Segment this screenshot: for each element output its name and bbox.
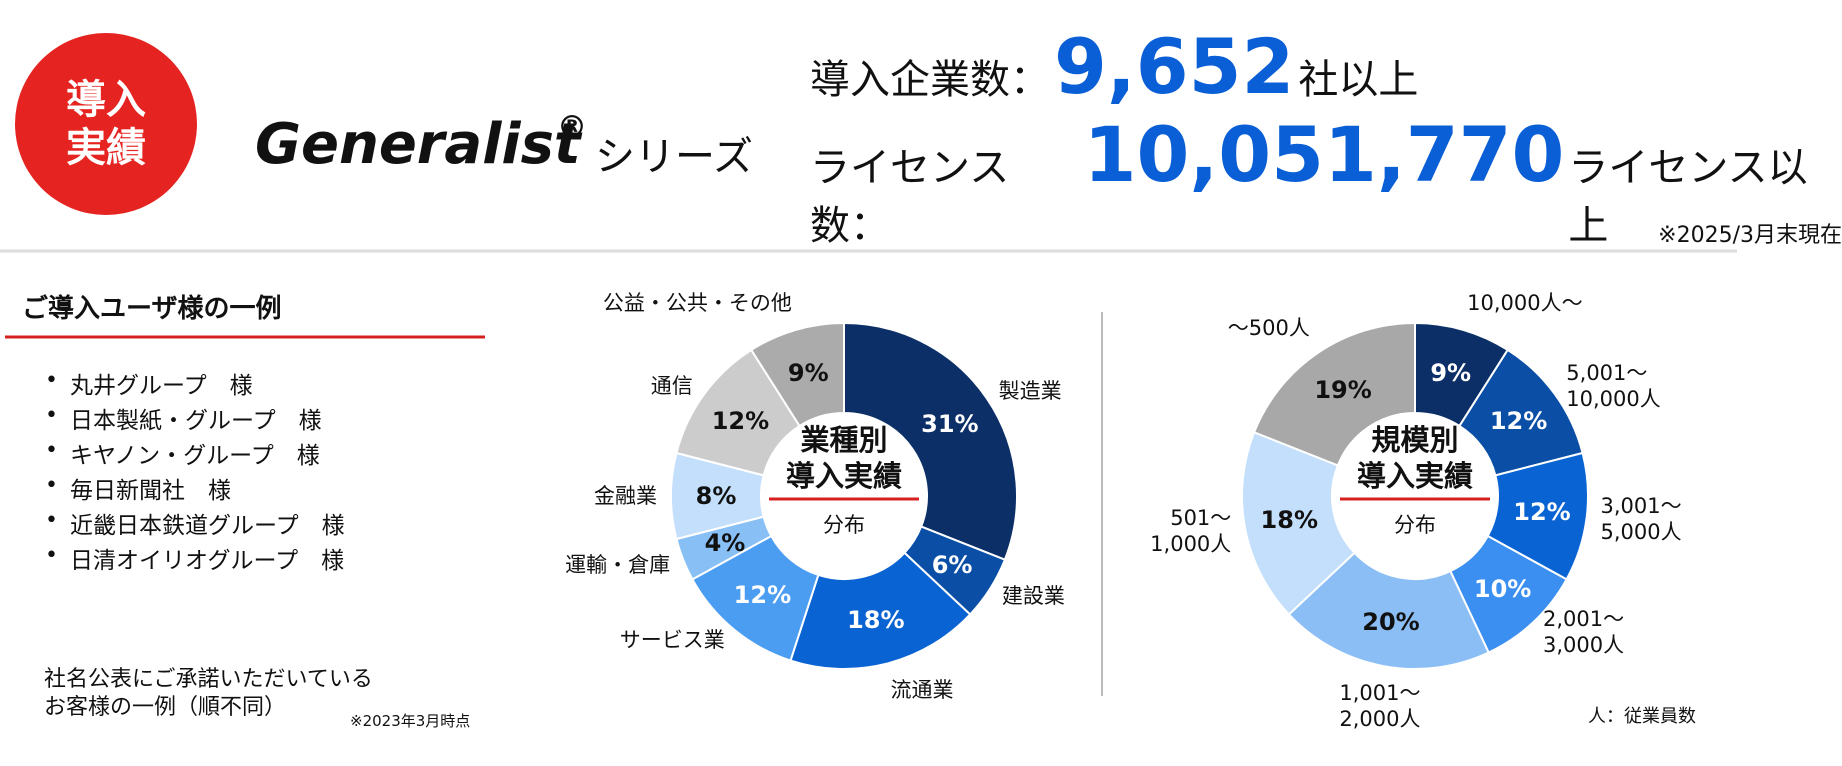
donut-title: 規模別 導入実績: [1356, 423, 1474, 493]
stat-value: 9,652: [1054, 22, 1295, 111]
badge: 導入 実績: [66, 77, 146, 171]
category-label: 金融業: [594, 484, 657, 508]
user-item: キヤノン・グループ 様: [70, 443, 320, 469]
value-label: 18%: [847, 605, 905, 634]
donut-slice: [1287, 551, 1490, 670]
stat-row: 導入企業数： 9,652 社以上: [810, 22, 1422, 111]
bullet: •: [45, 508, 58, 533]
as-of: ※2025/3月末現在: [1658, 223, 1842, 248]
value-label: 12%: [711, 406, 770, 435]
donut-hole: [762, 414, 926, 578]
category-label: 公益・公共・その他: [602, 291, 792, 316]
value-label: 10%: [1473, 575, 1532, 604]
bullet: •: [45, 368, 58, 393]
bullet: •: [45, 403, 58, 428]
value-label: 9%: [787, 359, 829, 388]
value-label: 19%: [1314, 376, 1372, 405]
category-label: 流通業: [890, 678, 954, 703]
donut-hole: [1333, 414, 1497, 578]
category-label: 10,000人～: [1467, 291, 1583, 316]
badge-circle: [15, 33, 197, 215]
category-label: 通信: [650, 374, 693, 399]
user-item: 日本製紙・グループ 様: [70, 408, 322, 434]
donut-subtitle: 分布: [823, 513, 865, 537]
donut-slice: [749, 321, 845, 428]
value-label: 12%: [733, 580, 792, 609]
value-label: 9%: [1430, 359, 1472, 388]
donut-slice: [1252, 321, 1416, 467]
category-label: 501～ 1,000人: [1150, 506, 1232, 557]
stat-value: 10,051,770: [1083, 110, 1565, 199]
stat-label: ライセンス数：: [810, 145, 1010, 249]
donut-title: 業種別 導入実績: [785, 423, 903, 493]
value-label: 18%: [1260, 505, 1318, 534]
stat-row: ライセンス数： 10,051,770 ライセンス以上: [810, 110, 1842, 251]
registered: ®: [557, 110, 587, 145]
chart-note: 人：従業員数: [1588, 706, 1696, 727]
category-label: 1,001～ 2,000人: [1339, 680, 1421, 731]
category-label: ～500人: [1227, 316, 1310, 341]
value-label: 31%: [921, 410, 979, 439]
date-note: ※2023年3月時点: [350, 712, 471, 730]
donut-slice: [1241, 431, 1356, 616]
donut-slice: [789, 551, 972, 670]
value-label: 4%: [704, 529, 746, 558]
user-item: 近畿日本鉄道グループ 様: [70, 513, 345, 539]
value-label: 20%: [1362, 607, 1420, 636]
value-label: 8%: [695, 482, 737, 510]
stat-label: 導入企業数：: [810, 57, 1050, 103]
series-label: シリーズ: [595, 134, 753, 180]
category-label: 運輸・倉庫: [565, 552, 671, 577]
user-item: 丸井グループ 様: [70, 373, 253, 399]
category-label: 2,001～ 3,000人: [1543, 607, 1625, 658]
value-label: 12%: [1489, 406, 1548, 435]
user-item: 日清オイリオグループ 様: [70, 548, 345, 574]
donut-subtitle: 分布: [1394, 513, 1436, 537]
value-label: 6%: [931, 550, 973, 579]
users-title: ご導入ユーザ様の一例: [22, 294, 282, 324]
brand: Generalist: [255, 112, 581, 177]
category-label: 製造業: [998, 378, 1062, 403]
category-label: サービス業: [619, 628, 725, 653]
category-label: 建設業: [1001, 584, 1065, 609]
stat-suffix: ライセンス以上: [1568, 145, 1808, 249]
donut-slice: [843, 321, 1018, 561]
bullet: •: [45, 473, 58, 498]
bullet: •: [45, 438, 58, 463]
users-note: 社名公表にご承諾いただいている お客様の一例（順不同）: [44, 667, 373, 720]
user-item: 毎日新聞社 様: [70, 478, 231, 504]
value-label: 12%: [1513, 498, 1571, 527]
category-label: 3,001～ 5,000人: [1600, 494, 1682, 545]
stat-suffix: 社以上: [1298, 57, 1419, 103]
bullet: •: [45, 543, 58, 568]
category-label: 5,001～ 10,000人: [1566, 361, 1661, 412]
